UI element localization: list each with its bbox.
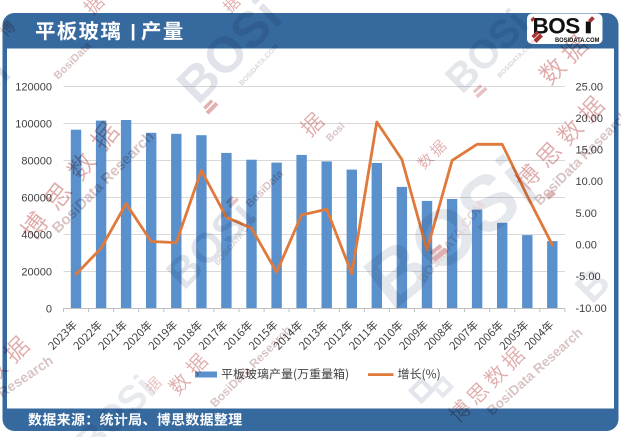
svg-text:25.00: 25.00 <box>576 81 604 93</box>
svg-text:0: 0 <box>46 303 52 315</box>
svg-text:20.00: 20.00 <box>576 113 604 125</box>
svg-text:5.00: 5.00 <box>576 208 597 220</box>
svg-text:0.00: 0.00 <box>576 240 597 252</box>
svg-text:-10.00: -10.00 <box>576 303 607 315</box>
svg-text:80000: 80000 <box>21 155 52 167</box>
svg-text:BOSIDATA.COM: BOSIDATA.COM <box>555 38 600 44</box>
svg-text:100000: 100000 <box>15 118 52 130</box>
svg-text:120000: 120000 <box>15 81 52 93</box>
svg-text:20000: 20000 <box>21 266 52 278</box>
svg-text:15.00: 15.00 <box>576 145 604 157</box>
svg-text:-5.00: -5.00 <box>576 271 601 283</box>
svg-text:10.00: 10.00 <box>576 176 604 188</box>
